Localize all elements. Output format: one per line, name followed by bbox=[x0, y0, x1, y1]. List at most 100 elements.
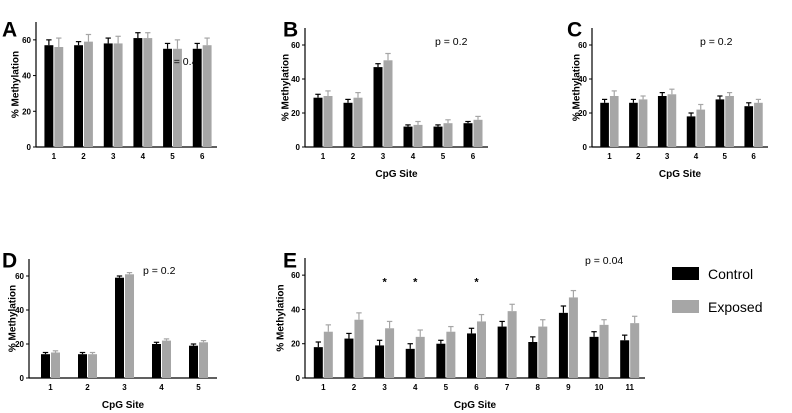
bar-control-site-3 bbox=[373, 67, 383, 147]
bar-exposed-site-5 bbox=[443, 123, 453, 147]
y-tick-label: 20 bbox=[291, 109, 300, 118]
x-tick-label: 6 bbox=[474, 383, 479, 392]
bar-exposed-site-4 bbox=[413, 124, 423, 147]
bar-control-site-3 bbox=[375, 345, 385, 378]
bar-exposed-site-3 bbox=[667, 94, 677, 147]
x-axis-title: CpG Site bbox=[454, 400, 497, 411]
x-tick-label: 2 bbox=[636, 152, 641, 161]
bar-exposed-site-6 bbox=[477, 321, 486, 378]
x-tick-label: 4 bbox=[159, 383, 164, 392]
y-tick-label: 0 bbox=[296, 143, 301, 152]
x-axis-title: CpG Site bbox=[659, 169, 702, 180]
y-tick-label: 20 bbox=[22, 107, 31, 116]
bar-control-site-2 bbox=[78, 354, 87, 378]
bar-exposed-site-5 bbox=[199, 342, 208, 378]
bar-exposed-site-4 bbox=[415, 336, 425, 378]
p-value-annotation: p = 0.2 bbox=[700, 36, 733, 48]
bar-control-site-5 bbox=[163, 48, 172, 147]
bar-control-site-4 bbox=[405, 348, 415, 378]
bar-control-site-3 bbox=[115, 277, 124, 378]
bar-exposed-site-3 bbox=[383, 60, 393, 147]
panel-c: C 0 20 40 60 % Methylation 1 2 3 4 5 6 CpG Site p = 0… bbox=[567, 18, 768, 180]
bar-exposed-site-4 bbox=[162, 340, 171, 378]
y-tick-label: 40 bbox=[578, 75, 587, 84]
bar-control-site-1 bbox=[313, 97, 323, 147]
bar-exposed-site-6 bbox=[202, 45, 212, 147]
y-tick-label: 0 bbox=[27, 143, 32, 152]
x-tick-label: 5 bbox=[444, 383, 449, 392]
x-tick-label: 5 bbox=[441, 152, 446, 161]
x-tick-label: 2 bbox=[351, 152, 356, 161]
x-tick-label: 2 bbox=[352, 383, 357, 392]
bar-exposed-site-1 bbox=[54, 47, 64, 147]
bar-exposed-site-11 bbox=[630, 323, 640, 378]
y-axis-title: % Methylation bbox=[7, 285, 18, 352]
x-tick-label: 6 bbox=[751, 152, 756, 161]
legend: Control Exposed bbox=[672, 266, 762, 315]
panel-letter: B bbox=[283, 18, 298, 41]
bar-control-site-7 bbox=[497, 326, 507, 378]
bar-exposed-site-2 bbox=[88, 354, 97, 378]
x-tick-label: 3 bbox=[381, 152, 386, 161]
bar-exposed-site-9 bbox=[568, 297, 578, 378]
bar-exposed-site-4 bbox=[143, 38, 153, 148]
panel-a: A 0 20 40 60% Methylation 1 2 3 4 5 6 p = 0.4 bbox=[2, 18, 217, 161]
bar-exposed-site-4 bbox=[696, 109, 706, 147]
bar-exposed-site-3 bbox=[113, 43, 123, 147]
y-tick-label: 20 bbox=[578, 109, 587, 118]
bar-exposed-site-6 bbox=[473, 119, 483, 147]
x-tick-label: 9 bbox=[566, 383, 571, 392]
bar-exposed-site-1 bbox=[609, 96, 619, 147]
x-tick-label: 5 bbox=[196, 383, 201, 392]
bar-control-site-2 bbox=[74, 45, 83, 147]
bar-control-site-2 bbox=[629, 102, 638, 147]
p-value-annotation: p = 0.2 bbox=[143, 265, 176, 277]
bar-control-site-5 bbox=[433, 126, 443, 147]
y-tick-label: 40 bbox=[291, 75, 300, 84]
x-tick-label: 6 bbox=[200, 152, 205, 161]
bar-control-site-8 bbox=[528, 342, 538, 378]
legend-swatch-exposed bbox=[672, 300, 699, 313]
y-tick-label: 60 bbox=[578, 41, 587, 50]
x-tick-label: 5 bbox=[723, 152, 728, 161]
bar-exposed-site-3 bbox=[385, 328, 395, 378]
x-tick-label: 1 bbox=[321, 383, 326, 392]
x-tick-label: 3 bbox=[382, 383, 387, 392]
p-value-annotation: p = 0.04 bbox=[585, 255, 623, 267]
y-tick-label: 60 bbox=[22, 36, 31, 45]
bar-control-site-6 bbox=[744, 106, 754, 147]
p-value-annotation: p = 0.2 bbox=[435, 36, 468, 48]
x-axis-title: CpG Site bbox=[102, 400, 145, 411]
x-tick-label: 7 bbox=[505, 383, 510, 392]
bar-exposed-site-1 bbox=[51, 352, 60, 378]
y-tick-label: 0 bbox=[583, 143, 588, 152]
y-tick-label: 60 bbox=[291, 41, 300, 50]
bar-control-site-11 bbox=[620, 340, 630, 378]
significance-star: * bbox=[382, 276, 387, 288]
bar-control-site-1 bbox=[600, 102, 609, 147]
x-tick-label: 4 bbox=[413, 383, 418, 392]
x-tick-label: 4 bbox=[694, 152, 699, 161]
bar-control-site-4 bbox=[686, 116, 696, 147]
y-tick-label: 40 bbox=[22, 72, 31, 81]
x-tick-label: 6 bbox=[471, 152, 476, 161]
bar-exposed-site-10 bbox=[599, 324, 609, 378]
legend-swatch-control bbox=[672, 267, 699, 280]
x-tick-label: 3 bbox=[665, 152, 670, 161]
p-value-annotation: p = 0.4 bbox=[165, 56, 198, 68]
bar-exposed-site-1 bbox=[323, 331, 333, 378]
panel-letter: E bbox=[283, 249, 297, 272]
y-tick-label: 0 bbox=[296, 374, 301, 383]
panel-b: B 0 20 40 60% Methylation 1 2 3 4 5 6 CpG Site p = 0… bbox=[280, 18, 488, 180]
x-tick-label: 3 bbox=[122, 383, 127, 392]
y-tick-label: 20 bbox=[291, 340, 300, 349]
y-tick-label: 0 bbox=[20, 374, 25, 383]
bar-control-site-6 bbox=[463, 123, 473, 147]
significance-star: * bbox=[413, 276, 418, 288]
bar-control-site-4 bbox=[133, 38, 143, 148]
bar-exposed-site-2 bbox=[354, 319, 364, 378]
bar-exposed-site-2 bbox=[84, 41, 93, 148]
y-axis-title: % Methylation bbox=[571, 54, 582, 121]
y-axis-title: % Methylation bbox=[275, 284, 286, 351]
bar-control-site-1 bbox=[44, 45, 54, 147]
